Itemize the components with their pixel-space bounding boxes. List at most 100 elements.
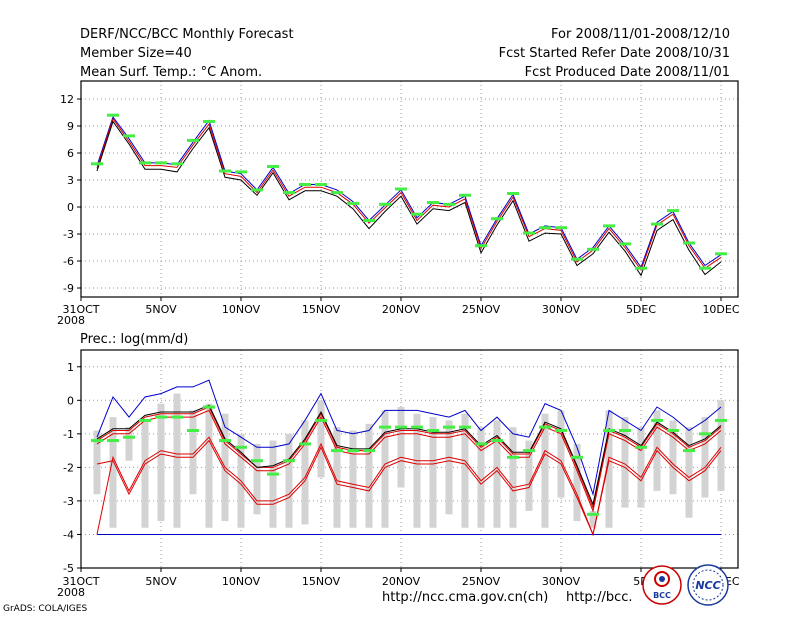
member-size: Member Size=40 [80, 46, 192, 61]
y-tick-label: -1 [63, 428, 74, 441]
x-tick-label: 25NOV [462, 575, 501, 588]
spread-box [445, 420, 453, 515]
series-line-p75 [96, 406, 722, 510]
ncc-logo-text: NCC [695, 579, 720, 592]
x-tick-year-label: 2008 [57, 586, 85, 599]
observed-marker [187, 428, 199, 432]
x-tick-label: 25NOV [462, 303, 501, 316]
observed-marker [667, 428, 679, 432]
x-tick-label: 5NOV [145, 303, 177, 316]
footer-url-bcc[interactable]: http://bcc. [566, 590, 633, 605]
logos: BCC NCC [642, 564, 729, 606]
grads-credit: GrADS: COLA/IGES [3, 604, 88, 614]
bcc-logo: BCC [642, 565, 682, 605]
x-tick-label: 15NOV [302, 303, 341, 316]
spread-box [157, 403, 165, 522]
observed-marker [315, 183, 327, 186]
series-line-upper [96, 115, 722, 269]
observed-marker [107, 439, 119, 443]
observed-marker [699, 266, 711, 270]
observed-marker [203, 120, 215, 123]
observed-marker [251, 188, 263, 192]
x-tick-label: 31OCT [62, 575, 99, 588]
x-tick-label: 15NOV [302, 575, 341, 588]
spread-box [269, 440, 277, 528]
observed-marker [123, 134, 135, 138]
forecast-produced-date: Fcst Produced Date 2008/11/01 [524, 65, 730, 80]
observed-marker [683, 241, 695, 245]
observed-marker [715, 418, 727, 422]
observed-marker [683, 449, 695, 453]
footer-url-ch[interactable]: http://ncc.cma.gov.cn(ch) [382, 590, 549, 605]
y-tick-label: 6 [67, 147, 74, 160]
spread-box [557, 410, 565, 498]
observed-marker [523, 231, 535, 235]
observed-marker [363, 449, 375, 453]
observed-marker [507, 455, 519, 459]
spread-box [205, 403, 213, 528]
y-tick-label: -2 [63, 461, 74, 474]
spread-box [93, 430, 101, 495]
observed-marker [219, 439, 231, 443]
spread-box [461, 413, 469, 528]
observed-marker [603, 224, 615, 228]
observed-marker [635, 266, 647, 270]
spread-box [333, 427, 341, 528]
spread-box [285, 433, 293, 528]
x-tick-label: 20NOV [382, 575, 421, 588]
observed-marker [427, 201, 439, 204]
spread-box [109, 417, 117, 528]
x-tick-label: 30NOV [542, 303, 581, 316]
x-tick-label: 10NOV [222, 575, 261, 588]
observed-marker [555, 428, 567, 432]
spread-box [253, 443, 261, 515]
spread-box [413, 413, 421, 528]
observed-marker [603, 428, 615, 432]
observed-marker [459, 193, 471, 197]
bcc-logo-text: BCC [653, 591, 671, 600]
observed-marker [123, 435, 135, 439]
header-right: For 2008/11/01-2008/12/10 Fcst Started R… [499, 27, 730, 84]
observed-marker [523, 449, 535, 453]
observed-marker [587, 512, 599, 516]
spread-box [589, 510, 597, 528]
x-tick-label: 30NOV [542, 575, 581, 588]
observed-marker [443, 202, 455, 206]
y-tick-label: 3 [67, 174, 74, 187]
observed-marker [491, 439, 503, 443]
y-tick-label: -9 [63, 282, 74, 295]
header-left: DERF/NCC/BCC Monthly Forecast Member Siz… [80, 27, 294, 84]
forecast-start-date: Fcst Started Refer Date 2008/10/31 [498, 46, 730, 61]
observed-marker [347, 201, 359, 205]
series-line-p25 [96, 409, 722, 513]
observed-marker [267, 472, 279, 476]
series-line-mean [96, 404, 722, 506]
observed-marker [491, 217, 503, 221]
observed-marker [667, 209, 679, 213]
spread-box [397, 407, 405, 488]
observed-marker [539, 226, 551, 230]
spread-box [173, 393, 181, 528]
observed-marker [459, 425, 471, 429]
observed-marker [219, 169, 231, 173]
observed-marker [235, 445, 247, 449]
observed-marker [395, 425, 407, 429]
observed-marker [507, 192, 519, 195]
observed-marker [107, 113, 119, 117]
y-tick-label: -3 [63, 228, 74, 241]
observed-marker [139, 418, 151, 422]
spread-box [141, 420, 149, 528]
observed-marker [139, 161, 151, 165]
spread-box [365, 423, 373, 528]
y-tick-label: 1 [67, 361, 74, 374]
series-line-lower [96, 120, 722, 277]
observed-marker [555, 226, 567, 230]
observed-marker [91, 162, 103, 166]
observed-marker [411, 212, 423, 216]
y-tick-label: -3 [63, 495, 74, 508]
series-line-min [96, 436, 722, 537]
observed-marker [379, 202, 391, 206]
observed-marker [347, 449, 359, 453]
observed-marker [571, 257, 583, 261]
